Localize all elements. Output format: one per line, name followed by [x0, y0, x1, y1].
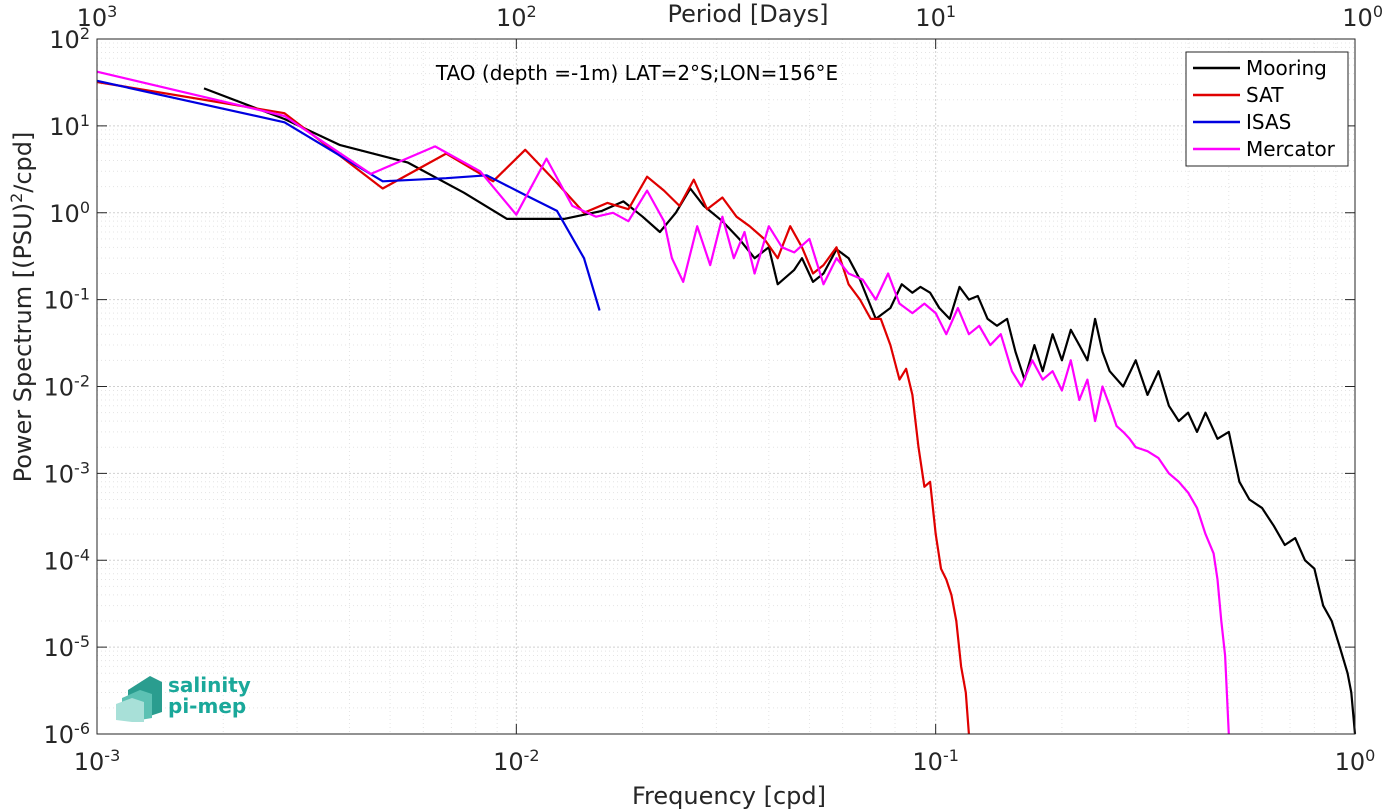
y-tick-label-exp: -2 — [74, 371, 90, 390]
y-tick-label-exp: 0 — [80, 197, 90, 216]
y-tick-label: 10-1 — [44, 284, 91, 315]
y-tick-label-base: 10 — [44, 721, 75, 749]
x2-tick-label-base: 10 — [496, 4, 527, 32]
y-tick-label-exp: -1 — [74, 284, 90, 303]
y-tick-label-exp: 2 — [80, 24, 90, 43]
y-tick-label-base: 10 — [44, 374, 75, 402]
x2-tick-label-base: 10 — [77, 4, 108, 32]
y-tick-label-exp: -4 — [74, 545, 90, 564]
y-axis-label: Power Spectrum [(PSU)2/cpd] — [7, 132, 38, 483]
series-line-isas — [96, 79, 601, 311]
series-line-sat — [96, 80, 970, 735]
x2-tick-label-exp: 3 — [107, 2, 117, 21]
y-tick-label-base: 10 — [49, 26, 80, 54]
logo-line2: pi-mep — [168, 694, 246, 718]
x-tick-label: 10-3 — [74, 746, 121, 777]
x-tick-label-exp: 0 — [1365, 746, 1375, 765]
legend-label-isas: ISAS — [1246, 110, 1291, 134]
legend-label-sat: SAT — [1246, 83, 1284, 107]
x-tick-label-base: 10 — [1335, 748, 1366, 776]
x2-tick-label: 101 — [915, 2, 956, 33]
x-tick-label-exp: -3 — [104, 746, 120, 765]
x2-tick-label: 102 — [496, 2, 537, 33]
y-tick-label-base: 10 — [49, 200, 80, 228]
x2-tick-label-exp: 0 — [1373, 2, 1383, 21]
y-tick-label-base: 10 — [44, 460, 75, 488]
grid — [97, 39, 1355, 734]
x-tick-label-base: 10 — [912, 748, 943, 776]
logo-waves-icon — [116, 676, 162, 722]
y-tick-label: 102 — [49, 24, 90, 55]
y-tick-label: 10-3 — [44, 458, 91, 489]
logo-line1: salinity — [168, 673, 251, 697]
x2-tick-label: 103 — [77, 2, 118, 33]
x2-tick-label-base: 10 — [915, 4, 946, 32]
x-tick-label-exp: -1 — [943, 746, 959, 765]
x2-tick-label-base: 10 — [1342, 4, 1373, 32]
legend-label-mercator: Mercator — [1246, 137, 1336, 161]
legend-label-mooring: Mooring — [1246, 56, 1327, 80]
y-tick-label-exp: 1 — [80, 110, 90, 129]
y-tick-label-base: 10 — [44, 287, 75, 315]
y-tick-label: 101 — [49, 110, 90, 141]
y-tick-label-base: 10 — [49, 113, 80, 141]
x2-tick-label-exp: 1 — [946, 2, 956, 21]
x2-tick-label: 100 — [1342, 2, 1383, 33]
x-tick-label: 100 — [1335, 746, 1376, 777]
chart-title: TAO (depth =-1m) LAT=2°S;LON=156°E — [435, 61, 838, 85]
x-tick-label-base: 10 — [493, 748, 524, 776]
y-tick-label-exp: -6 — [74, 719, 90, 738]
x-axis-label: Frequency [cpd] — [632, 782, 826, 809]
y-tick-label-base: 10 — [44, 634, 75, 662]
y-tick-label: 10-5 — [44, 632, 91, 663]
x-tick-label: 10-2 — [493, 746, 540, 777]
y-tick-label-base: 10 — [44, 547, 75, 575]
x-tick-label-base: 10 — [74, 748, 105, 776]
y-tick-label: 10-4 — [44, 545, 91, 576]
series-line-mooring — [203, 87, 1357, 735]
series-line-mercator — [96, 70, 1230, 735]
salinity-pi-mep-logo: salinity pi-mep — [116, 673, 251, 722]
y-tick-label: 10-2 — [44, 371, 91, 402]
x-tick-label-exp: -2 — [524, 746, 540, 765]
x2-axis-label: Period [Days] — [667, 0, 828, 28]
y-tick-label: 10-6 — [44, 719, 91, 750]
x-tick-label: 10-1 — [912, 746, 959, 777]
legend: Mooring SAT ISAS Mercator — [1185, 51, 1349, 167]
legend-box — [1185, 51, 1349, 167]
series-group — [96, 70, 1357, 735]
x2-tick-label-exp: 2 — [527, 2, 537, 21]
y-tick-label: 100 — [49, 197, 90, 228]
y-tick-label-exp: -5 — [74, 632, 90, 651]
y-tick-label-exp: -3 — [74, 458, 90, 477]
